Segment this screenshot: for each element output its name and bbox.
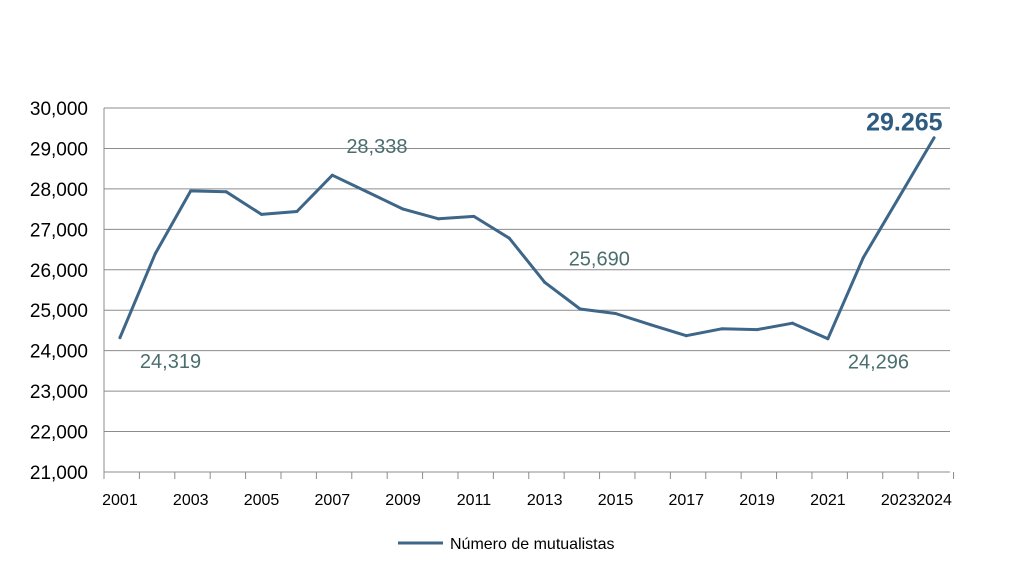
data-point: [295, 210, 299, 214]
y-tick-label: 30,000: [30, 99, 88, 120]
x-tick-label: 2019: [739, 492, 775, 509]
y-tick-label: 23,000: [30, 382, 88, 403]
x-tick-label: 2017: [668, 492, 704, 509]
data-point: [366, 190, 370, 194]
y-tick-label: 29,000: [30, 139, 88, 160]
x-tick-label: 2023: [881, 492, 917, 509]
data-label: 28,338: [346, 136, 407, 158]
data-point: [507, 236, 511, 240]
data-point: [649, 323, 653, 327]
x-tick-label: 2003: [173, 492, 209, 509]
gridlines: [104, 107, 950, 473]
data-point: [720, 327, 724, 331]
data-point: [755, 328, 759, 332]
data-point: [826, 337, 830, 341]
data-point: [118, 336, 122, 340]
y-tick-label: 21,000: [30, 463, 88, 484]
data-point: [189, 189, 193, 193]
data-point: [861, 256, 865, 260]
data-point: [932, 136, 936, 140]
data-point: [472, 214, 476, 218]
y-tick-label: 28,000: [30, 180, 88, 201]
data-point: [578, 307, 582, 311]
x-tick-label: 2021: [810, 492, 846, 509]
data-point: [684, 334, 688, 338]
x-tick-label: 2001: [102, 492, 138, 509]
legend: Número de mutualistas: [398, 536, 615, 553]
data-point: [437, 217, 441, 221]
data-point: [153, 252, 157, 256]
y-tick-label: 26,000: [30, 261, 88, 282]
x-tick-label: 2007: [315, 492, 351, 509]
x-tick-label: 2015: [598, 492, 634, 509]
series-line: [118, 136, 936, 341]
x-tick-label: 2009: [385, 492, 421, 509]
data-labels: 24,319 28,338 25,690 24,296 29.265: [140, 109, 943, 374]
data-label: 24,296: [848, 352, 909, 374]
x-axis-ticks: 2001 2003 2005 2007 2009 2011 2013 2015 2017 2019…: [102, 492, 952, 509]
data-point: [790, 321, 794, 325]
x-tick-label: 2024: [916, 492, 952, 509]
y-tick-label: 22,000: [30, 423, 88, 444]
axes: [103, 108, 955, 479]
legend-label: Número de mutualistas: [450, 536, 615, 553]
data-point: [330, 173, 334, 177]
y-tick-label: 25,000: [30, 301, 88, 322]
data-label: 25,690: [569, 248, 630, 270]
x-tick-label: 2013: [527, 492, 563, 509]
data-label: 29.265: [866, 109, 943, 137]
y-axis-ticks: 21,000 22,000 23,000 24,000 25,000 26,000 27,0…: [30, 99, 88, 484]
x-tick-label: 2011: [457, 492, 492, 509]
data-label: 24,319: [140, 351, 201, 373]
data-point: [897, 196, 901, 200]
data-point: [260, 212, 264, 216]
data-point: [543, 280, 547, 284]
data-point: [224, 190, 228, 194]
y-tick-label: 24,000: [30, 342, 88, 363]
y-tick-label: 27,000: [30, 220, 88, 241]
x-tick-label: 2005: [244, 492, 280, 509]
data-point: [613, 311, 617, 315]
data-point: [401, 207, 405, 211]
series-layer: [118, 136, 936, 341]
